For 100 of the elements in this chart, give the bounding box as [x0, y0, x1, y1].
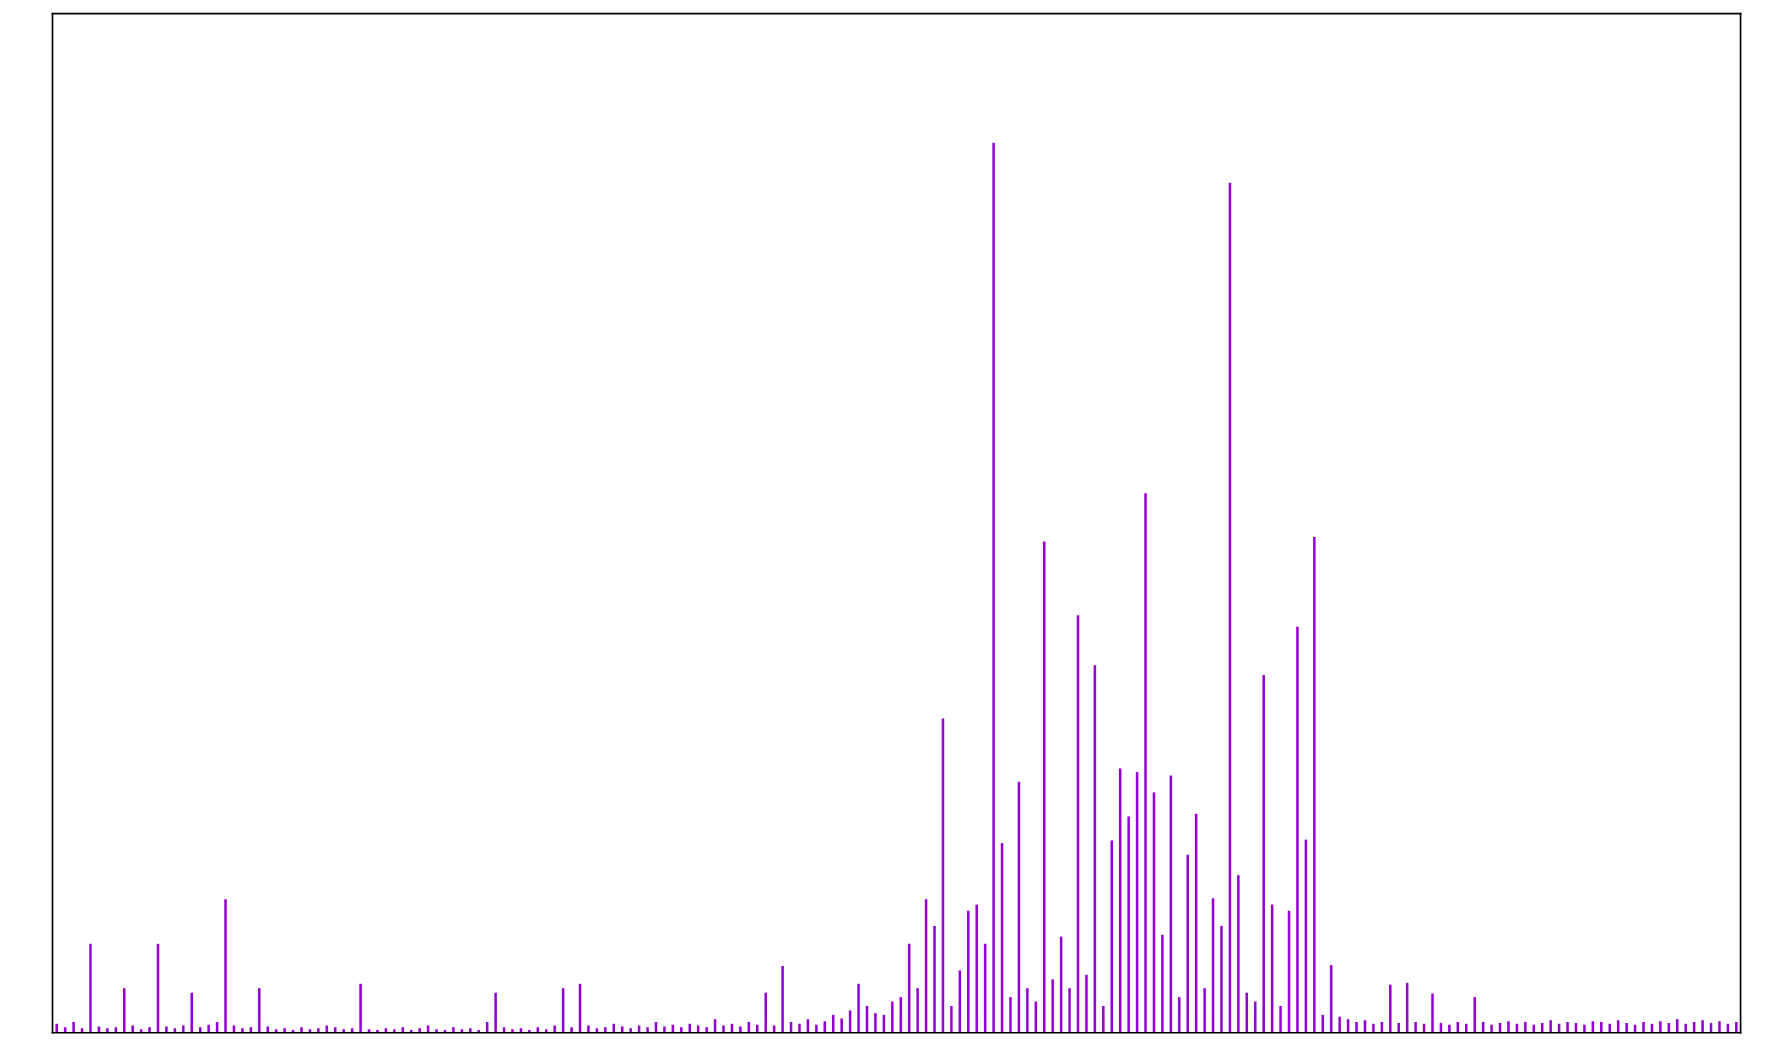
bar: [1026, 988, 1029, 1033]
bar: [663, 1026, 666, 1033]
bar: [55, 1023, 58, 1033]
bar: [1220, 925, 1223, 1033]
bar: [1490, 1024, 1493, 1033]
bar: [1009, 997, 1012, 1033]
bar: [469, 1028, 472, 1033]
bar: [831, 1014, 835, 1033]
bar: [1102, 1006, 1105, 1033]
bar: [241, 1028, 244, 1033]
bar: [545, 1029, 548, 1033]
bar: [891, 1001, 894, 1033]
bar: [1068, 988, 1071, 1033]
bar: [317, 1028, 320, 1033]
bar: [781, 965, 784, 1033]
bar: [688, 1023, 692, 1033]
bar: [1237, 875, 1240, 1033]
bar: [207, 1024, 210, 1033]
bar: [300, 1027, 303, 1033]
bar: [1448, 1024, 1451, 1033]
bar: [840, 1018, 843, 1033]
bar: [967, 910, 970, 1033]
bar: [511, 1029, 514, 1033]
bar: [1625, 1022, 1628, 1033]
bar: [899, 997, 903, 1033]
bar: [1659, 1021, 1662, 1033]
bar: [1338, 1016, 1341, 1033]
bar: [857, 983, 860, 1033]
bar: [89, 943, 92, 1033]
bar: [1549, 1020, 1552, 1033]
bar: [1600, 1022, 1603, 1033]
bar: [1684, 1023, 1687, 1033]
bar: [975, 904, 978, 1033]
bar: [1414, 1022, 1417, 1033]
bar: [148, 1027, 151, 1033]
bar: [705, 1027, 708, 1033]
bar: [1701, 1020, 1704, 1033]
bar: [1203, 988, 1206, 1033]
bar: [165, 1026, 168, 1033]
bar: [1279, 1006, 1282, 1033]
bar: [1718, 1021, 1721, 1033]
bar: [452, 1027, 455, 1033]
bar: [798, 1023, 801, 1033]
bar: [494, 992, 497, 1033]
bar: [342, 1029, 345, 1033]
bar: [1355, 1022, 1358, 1033]
bar: [1464, 1023, 1468, 1033]
bar: [1161, 934, 1164, 1033]
bar: [1397, 1022, 1400, 1033]
bar: [1085, 974, 1088, 1033]
bar: [739, 1026, 742, 1033]
bar: [122, 988, 126, 1033]
bar: [1127, 816, 1130, 1033]
bar: [1296, 626, 1299, 1033]
bar: [1253, 1001, 1257, 1033]
bar: [258, 988, 261, 1033]
bar: [1389, 984, 1392, 1033]
bar: [1042, 541, 1046, 1033]
bar: [756, 1024, 759, 1033]
bar: [224, 899, 227, 1033]
bar: [1566, 1022, 1569, 1033]
bar: [1583, 1024, 1586, 1033]
bar: [1186, 854, 1189, 1033]
bar: [950, 1006, 953, 1033]
bar: [1524, 1022, 1527, 1033]
bar: [106, 1028, 109, 1033]
bar: [1262, 674, 1265, 1033]
bar: [283, 1028, 286, 1033]
bar: [587, 1025, 590, 1033]
bar: [604, 1027, 607, 1033]
bar: [680, 1027, 683, 1033]
bar: [916, 988, 919, 1033]
bar: [435, 1029, 438, 1033]
bar: [266, 1026, 269, 1033]
bar: [131, 1025, 134, 1033]
bar: [359, 983, 362, 1033]
bar: [722, 1025, 725, 1033]
bar: [629, 1028, 632, 1033]
bar: [553, 1025, 556, 1033]
bar: [1642, 1022, 1645, 1033]
bar: [1473, 997, 1476, 1033]
bar: [1051, 979, 1054, 1033]
bar: [933, 925, 936, 1033]
bar: [874, 1013, 877, 1033]
bar: [1372, 1023, 1375, 1033]
bar: [992, 142, 995, 1033]
bar: [1144, 493, 1147, 1033]
bar: [646, 1027, 649, 1033]
bar: [764, 992, 767, 1033]
bar: [1735, 1022, 1738, 1033]
bar: [570, 1027, 573, 1033]
bar: [815, 1024, 818, 1033]
bar: [1676, 1019, 1679, 1033]
bar: [1313, 536, 1316, 1033]
bar: [1110, 840, 1114, 1033]
bar: [1431, 993, 1434, 1033]
bar: [72, 1022, 75, 1033]
bar: [182, 1025, 185, 1033]
bar: [1178, 997, 1181, 1033]
bar: [393, 1029, 396, 1033]
